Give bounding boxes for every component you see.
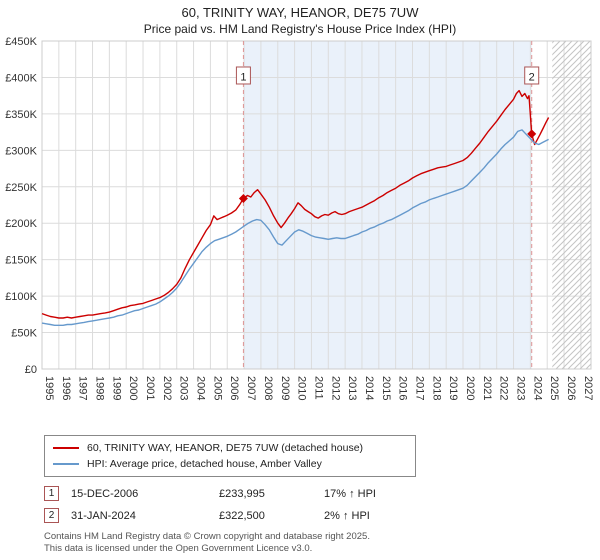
x-tick-label: 2004 (195, 376, 207, 400)
x-tick-label: 2010 (296, 376, 308, 400)
sale-1-hpi-delta: 17% ↑ HPI (324, 487, 376, 500)
legend-item-property: 60, TRINITY WAY, HEANOR, DE75 7UW (detac… (53, 440, 407, 456)
legend-label-property: 60, TRINITY WAY, HEANOR, DE75 7UW (detac… (87, 442, 364, 455)
x-tick-label: 2025 (548, 376, 560, 400)
x-tick-label: 1999 (110, 376, 122, 400)
sale-2-hpi-delta: 2% ↑ HPI (324, 509, 370, 522)
x-tick-label: 2005 (211, 376, 223, 400)
x-tick-label: 2006 (228, 376, 240, 400)
y-tick-label: £300K (5, 146, 37, 158)
x-tick-label: 2016 (397, 376, 409, 400)
sale-2-number-box: 2 (44, 508, 59, 524)
x-tick-label: 1996 (60, 376, 72, 400)
footer-line-1: Contains HM Land Registry data © Crown c… (44, 531, 370, 543)
sale-marker-1 (238, 194, 248, 204)
x-tick-label: 2015 (380, 376, 392, 400)
x-tick-label: 2021 (481, 376, 493, 400)
y-tick-label: £350K (5, 109, 37, 121)
hatched-future-region (552, 41, 591, 370)
sale-2-price: £322,500 (219, 509, 265, 522)
x-tick-label: 2013 (346, 376, 358, 400)
sale-1-price: £233,995 (219, 487, 265, 500)
x-tick-label: 2009 (279, 376, 291, 400)
x-tick-label: 2018 (430, 376, 442, 400)
svg-text:1: 1 (240, 72, 246, 84)
chart-legend: 60, TRINITY WAY, HEANOR, DE75 7UW (detac… (44, 435, 416, 478)
shaded-ownership-period (243, 41, 532, 370)
x-tick-label: 2024 (531, 376, 543, 400)
legend-item-hpi: HPI: Average price, detached house, Ambe… (53, 456, 407, 472)
sale-1-date: 15-DEC-2006 (71, 487, 139, 500)
title-block: 60, TRINITY WAY, HEANOR, DE75 7UW Price … (0, 0, 600, 37)
plot-border (41, 40, 592, 370)
y-tick-label: £400K (5, 73, 37, 85)
x-tick-label: 1998 (94, 376, 106, 400)
chart-title: 60, TRINITY WAY, HEANOR, DE75 7UW (181, 5, 419, 20)
y-tick-label: £0 (25, 364, 37, 376)
y-tick-label: £250K (5, 182, 37, 194)
series-line-1 (41, 129, 549, 327)
x-tick-label: 2000 (127, 376, 139, 400)
x-tick-label: 2022 (498, 376, 510, 400)
x-tick-label: 2012 (329, 376, 341, 400)
legend-swatch-property-line (53, 447, 79, 450)
x-tick-label: 2007 (245, 376, 257, 400)
y-tick-label: £100K (5, 292, 37, 304)
svg-text:2: 2 (529, 72, 535, 84)
sale-annotations: 1 15-DEC-2006 £233,995 17% ↑ HPI 2 31-JA… (44, 486, 600, 524)
x-tick-label: 2020 (464, 376, 476, 400)
y-tick-label: £450K (5, 37, 37, 48)
legend-label-hpi: HPI: Average price, detached house, Ambe… (87, 458, 322, 471)
y-tick-label: £150K (5, 255, 37, 267)
sale-annotation-row-2: 2 31-JAN-2024 £322,500 2% ↑ HPI (44, 508, 600, 524)
sale-2-date: 31-JAN-2024 (71, 509, 136, 522)
sale-2-number-box (524, 66, 540, 85)
chart-subtitle: Price paid vs. HM Land Registry's House … (143, 21, 457, 36)
x-tick-label: 2011 (312, 376, 324, 400)
x-tick-label: 2002 (161, 376, 173, 400)
sale-annotation-row-1: 1 15-DEC-2006 £233,995 17% ↑ HPI (44, 486, 600, 502)
x-tick-label: 2019 (447, 376, 459, 400)
x-tick-label: 1997 (77, 376, 89, 400)
x-tick-label: 2026 (565, 376, 577, 400)
x-tick-label: 2017 (413, 376, 425, 400)
x-tick-label: 2003 (178, 376, 190, 400)
x-tick-label: 2023 (515, 376, 527, 400)
x-tick-label: 2027 (582, 376, 594, 400)
x-tick-label: 1995 (43, 376, 55, 400)
y-tick-label: £200K (5, 219, 37, 231)
license-footer: Contains HM Land Registry data © Crown c… (44, 531, 600, 555)
x-tick-label: 2014 (363, 376, 375, 400)
x-tick-label: 2008 (262, 376, 274, 400)
x-tick-label: 2001 (144, 376, 156, 400)
price-history-chart: 1 2 £0 £50K £100K £150K £200K £250K £300K £350K £4… (5, 37, 594, 400)
sale-1-number-box: 1 (44, 486, 59, 502)
y-tick-label: £50K (11, 328, 37, 340)
series-line-0 (41, 90, 550, 320)
legend-swatch-hpi-line (53, 463, 79, 466)
sale-1-number-box (235, 66, 251, 85)
footer-line-2: This data is licensed under the Open Gov… (44, 543, 313, 555)
sale-marker-2 (527, 129, 537, 139)
